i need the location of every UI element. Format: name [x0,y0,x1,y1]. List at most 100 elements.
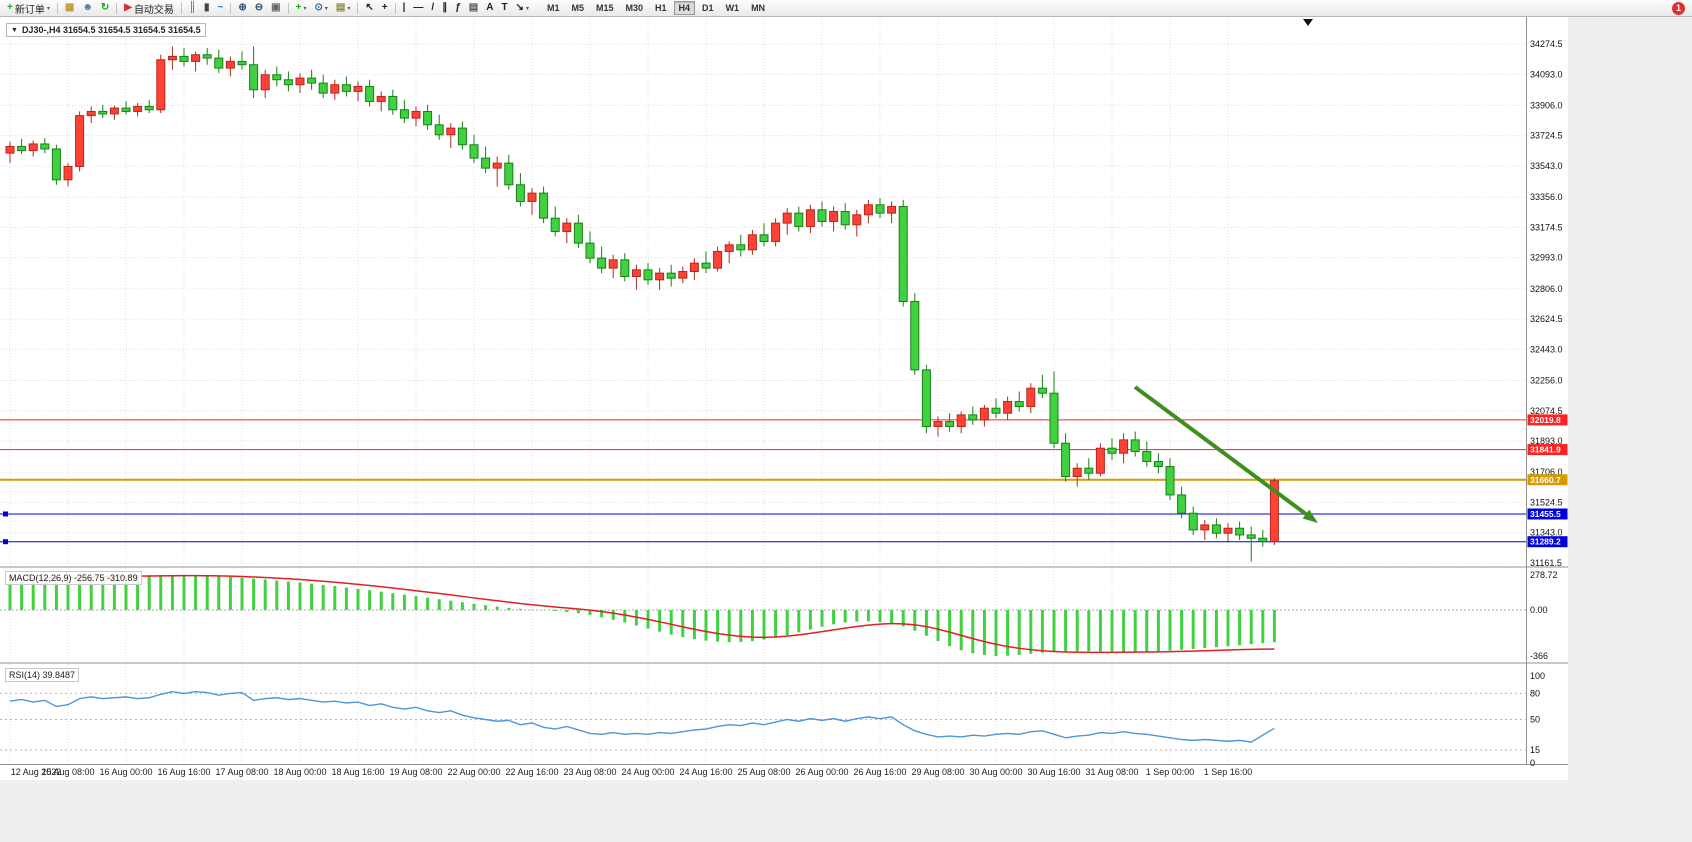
timeframe-m30-button[interactable]: M30 [625,3,644,13]
svg-text:31841.9: 31841.9 [1530,445,1561,455]
cursor-button[interactable]: ↖ [361,1,377,16]
svg-text:32074.5: 32074.5 [1530,406,1563,416]
timeframe-mn-button[interactable]: MN [751,3,766,13]
toolbar-buttons: + 新订单 ▾ ▦ ☻ ↻ ▶ 自动交易 ║ ▮ ~ ⊕ ⊖ ▣ + ▾ ⊙ ▾ ▤ ▾ ↖ + | — / ∥ ƒ ▤ A T ↘ ▾ [3,1,533,16]
toolbar-separator [180,2,182,14]
navigator-refresh-button[interactable]: ↻ [97,1,113,16]
svg-text:15: 15 [1530,745,1540,755]
new-order-dropdown-icon[interactable]: ▾ [46,5,50,12]
timeframe-m5-button[interactable]: M5 [571,3,584,13]
svg-text:22 Aug 00:00: 22 Aug 00:00 [447,767,500,777]
svg-text:31161.5: 31161.5 [1530,558,1562,568]
indicators-button[interactable]: + ▾ [292,1,311,16]
arrows-icon: ↘ [515,2,524,13]
text-button[interactable]: A [482,1,497,16]
svg-text:34274.5: 34274.5 [1530,39,1563,49]
trendline-button[interactable]: / [427,1,438,16]
templates-button[interactable]: ▤ ▾ [332,1,354,16]
chart-canvas[interactable]: 34274.5 34093.0 33906.0 33724.5 33543.0 33356… [0,17,1568,780]
tile-windows-icon: ▣ [271,2,281,13]
timeframe-d1-button[interactable]: D1 [702,3,714,13]
zoom-in-button[interactable]: ⊕ [234,1,250,16]
periods-dropdown-icon[interactable]: ▾ [324,5,328,12]
horizontal-line-icon: — [413,2,424,13]
trend-arrow [1133,385,1308,516]
svg-text:33543.0: 33543.0 [1530,161,1563,171]
svg-text:31706.0: 31706.0 [1530,467,1563,477]
svg-text:18 Aug 16:00: 18 Aug 16:00 [331,767,384,777]
macd-signal-line [9,574,1275,654]
periods-button[interactable]: ⊙ ▾ [310,1,331,16]
auto-trading-button[interactable]: ▶ 自动交易 [120,1,178,16]
svg-text:19 Aug 08:00: 19 Aug 08:00 [389,767,442,777]
svg-text:32443.0: 32443.0 [1530,344,1563,354]
templates-icon: ▤ [335,2,346,13]
toolbar-separator [287,2,289,14]
arrows-button[interactable]: ↘ ▾ [512,1,533,16]
chart-title-text: DJ30-,H4 31654.5 31654.5 31654.5 31654.5 [21,25,201,35]
cursor-icon: ↖ [365,2,374,13]
svg-text:100: 100 [1530,671,1545,681]
notification-badge[interactable]: 1 [1672,1,1685,15]
svg-text:0.00: 0.00 [1530,605,1548,615]
svg-text:31343.0: 31343.0 [1530,528,1563,538]
indicators-icon: + [295,2,302,13]
auto-trading-icon: ▶ [124,2,132,13]
price-axis: 34274.5 34093.0 33906.0 33724.5 33543.0 33356… [1530,39,1563,568]
svg-text:30 Aug 00:00: 30 Aug 00:00 [969,767,1022,777]
rsi-label: RSI(14) 39.8487 [5,668,80,682]
svg-text:31289.2: 31289.2 [1530,537,1561,547]
line-chart-button[interactable]: ~ [214,1,228,16]
svg-text:15 Aug 08:00: 15 Aug 08:00 [41,767,94,777]
chart-window: 34274.5 34093.0 33906.0 33724.5 33543.0 33356… [0,17,1568,780]
crosshair-icon: + [381,2,388,13]
zoom-in-icon: ⊕ [238,2,247,13]
svg-text:1 Sep 16:00: 1 Sep 16:00 [1204,767,1253,777]
fibonacci-button[interactable]: ƒ [451,1,465,16]
svg-text:29 Aug 08:00: 29 Aug 08:00 [911,767,964,777]
profiles-button[interactable]: ☻ [78,1,97,16]
svg-text:18 Aug 00:00: 18 Aug 00:00 [273,767,326,777]
candles [5,46,1279,562]
svg-text:80: 80 [1530,688,1540,698]
svg-text:-366: -366 [1530,651,1548,661]
timeframe-m15-button[interactable]: M15 [595,3,614,13]
crosshair-button[interactable]: + [378,1,392,16]
rsi-panel: 100 80 50 15 0 [0,671,1545,768]
tile-windows-button[interactable]: ▣ [267,1,284,16]
svg-text:1 Sep 00:00: 1 Sep 00:00 [1146,767,1195,777]
level-price-tags: 32019.8 31841.9 31660.7 31455.5 31289.2 [1527,414,1568,548]
auto-trading-label: 自动交易 [133,4,174,16]
arrows-dropdown-icon[interactable]: ▾ [525,5,529,12]
new-order-button[interactable]: + 新订单 ▾ [3,1,54,16]
svg-text:16 Aug 00:00: 16 Aug 00:00 [99,767,152,777]
ruler-button[interactable]: ▤ [465,1,482,16]
templates-dropdown-icon[interactable]: ▾ [347,5,351,12]
toolbar-separator [116,2,118,14]
candlestick-chart-button[interactable]: ▮ [200,1,214,16]
svg-text:31455.5: 31455.5 [1530,509,1561,519]
timeframe-h4-button[interactable]: H4 [673,1,696,15]
charts-grid-icon: ▦ [64,2,75,13]
timeframe-w1-button[interactable]: W1 [725,3,740,13]
svg-text:24 Aug 16:00: 24 Aug 16:00 [679,767,732,777]
toolbar-separator [394,2,396,14]
timeframe-h1-button[interactable]: H1 [655,3,667,13]
horizontal-line-button[interactable]: — [409,1,427,16]
svg-text:26 Aug 00:00: 26 Aug 00:00 [795,767,848,777]
line-chart-icon: ~ [217,2,224,13]
one-click-trading-toggle[interactable]: ▼ [11,26,18,34]
text-label-button[interactable]: T [497,1,511,16]
zoom-out-button[interactable]: ⊖ [251,1,267,16]
zoom-out-icon: ⊖ [254,2,264,13]
timeframe-m1-button[interactable]: M1 [546,3,560,13]
level-handle [3,511,8,517]
svg-text:12 Aug 2022: 12 Aug 2022 [11,767,62,777]
vertical-line-button[interactable]: | [399,1,410,16]
profiles-icon: ☻ [82,2,93,13]
bar-chart-button[interactable]: ║ [185,1,200,16]
charts-grid-button[interactable]: ▦ [61,1,78,16]
trend-arrow-head [1302,509,1318,523]
indicators-dropdown-icon[interactable]: ▾ [303,5,307,12]
equidistant-channel-button[interactable]: ∥ [438,1,451,16]
